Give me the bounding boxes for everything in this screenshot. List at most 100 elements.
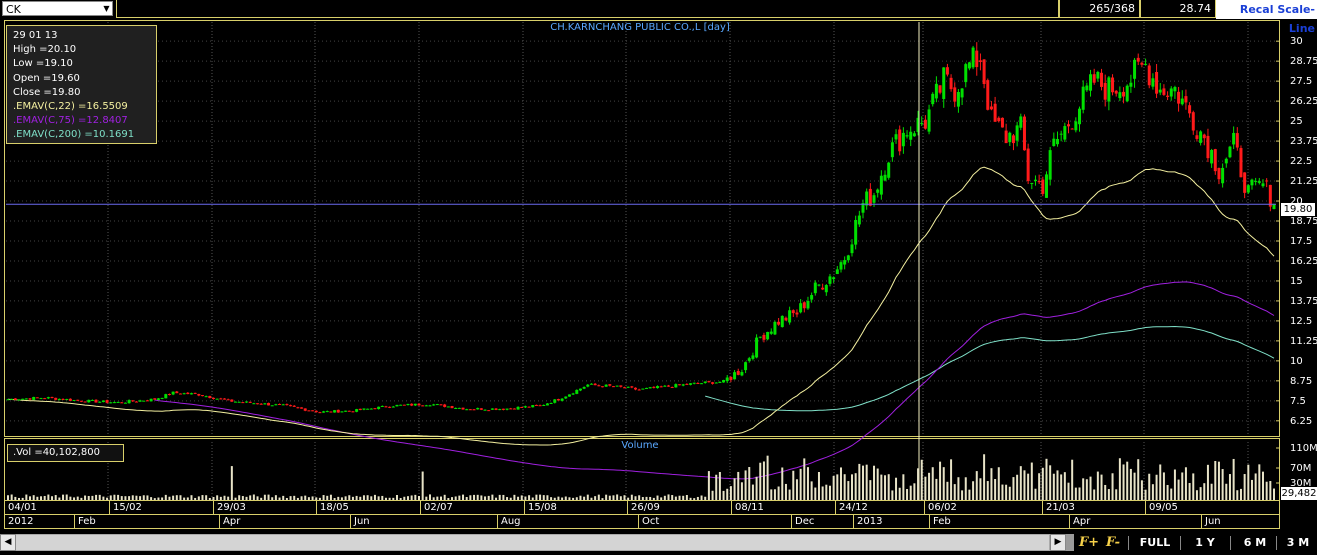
chart-canvas[interactable]: 3028.7527.526.252523.7522.521.252018.751… <box>0 0 1317 532</box>
timeframe-3m-button[interactable]: 3 M <box>1286 536 1310 549</box>
scroll-left-arrow-icon[interactable]: ◀ <box>0 534 16 551</box>
candle-up <box>905 135 909 137</box>
candle-up <box>215 398 219 400</box>
volume-bar <box>84 495 87 500</box>
candle-down <box>347 410 351 412</box>
volume-bar <box>968 489 971 500</box>
candle-down <box>468 409 472 411</box>
volume-bar <box>931 467 934 500</box>
zoom-out-button[interactable]: F- <box>1105 535 1121 550</box>
candle-down <box>707 381 711 383</box>
volume-bar <box>18 497 21 500</box>
candle-up <box>1052 138 1056 147</box>
volume-bar <box>586 494 589 500</box>
candle-down <box>659 386 663 388</box>
volume-info-box: .Vol =40,102,800 <box>7 444 124 462</box>
volume-bar <box>406 496 409 500</box>
candle-up <box>90 399 94 401</box>
info-open: Open =19.60 <box>13 72 80 84</box>
candle-down <box>678 384 682 386</box>
horizontal-scrollbar[interactable] <box>0 534 1050 551</box>
candle-up <box>828 276 832 284</box>
candle-down <box>373 408 377 410</box>
timeframe-full-button[interactable]: FULL <box>1139 536 1171 549</box>
candle-up <box>523 406 527 408</box>
timeframe-6m-button[interactable]: 6 M <box>1243 536 1267 549</box>
candle-down <box>762 334 766 340</box>
candle-up <box>1033 179 1037 182</box>
candle-up <box>1096 71 1100 79</box>
candle-down <box>1217 167 1221 180</box>
volume-bar <box>550 497 553 500</box>
volume-bar <box>506 497 509 500</box>
candle-up <box>1224 158 1228 164</box>
volume-bar <box>1019 466 1022 500</box>
y-tick-label: 18.75 <box>1290 216 1317 227</box>
candle-up <box>755 337 759 358</box>
volume-bar <box>1052 473 1055 500</box>
candle-down <box>784 317 788 321</box>
candle-down <box>300 407 304 409</box>
candle-down <box>200 395 204 397</box>
candle-up <box>6 399 10 401</box>
volume-bar <box>465 496 468 500</box>
candle-up <box>322 411 326 413</box>
volume-tick-label: 30M <box>1290 478 1311 489</box>
zoom-in-button[interactable]: F+ <box>1078 535 1100 550</box>
volume-bar <box>682 495 685 500</box>
price-panel[interactable] <box>4 20 1280 437</box>
candle-down <box>318 412 322 414</box>
volume-bar <box>271 497 274 500</box>
volume-bar <box>351 496 354 500</box>
volume-bar <box>164 494 167 500</box>
candle-down <box>79 400 83 402</box>
candle-down <box>821 287 825 290</box>
candle-up <box>428 405 432 407</box>
candle-up <box>204 396 208 398</box>
candle-down <box>993 103 997 122</box>
volume-bar <box>458 495 461 500</box>
volume-bar <box>612 495 615 500</box>
scroll-right-arrow-icon[interactable]: ▶ <box>1050 534 1066 551</box>
timeframe-1y-button[interactable]: 1 Y <box>1195 536 1215 549</box>
volume-bar <box>168 496 171 500</box>
candle-down <box>1268 184 1272 207</box>
candle-down <box>633 387 637 390</box>
candle-up <box>435 404 439 406</box>
volume-bar <box>1273 488 1275 500</box>
candle-up <box>758 336 762 338</box>
candle-down <box>145 400 149 402</box>
volume-bar <box>54 495 57 500</box>
volume-panel[interactable] <box>4 438 1280 501</box>
volume-bar <box>326 495 329 500</box>
candle-down <box>982 59 986 85</box>
candle-down <box>501 408 505 410</box>
symbol-select[interactable]: CK <box>2 1 113 16</box>
volume-bar <box>473 494 476 500</box>
candle-up <box>21 398 25 400</box>
recal-scale-line-button[interactable]: Recal Scale-Line <box>1216 0 1317 35</box>
volume-bar <box>296 497 299 500</box>
candle-down <box>43 398 47 400</box>
candle-down <box>556 399 560 401</box>
volume-bar <box>678 495 681 500</box>
candle-down <box>1026 148 1030 182</box>
scrollbar-thumb[interactable] <box>1066 534 1074 551</box>
candle-up <box>87 399 91 403</box>
candle-up <box>839 262 843 270</box>
volume-bar <box>817 471 820 500</box>
chevron-down-icon[interactable]: ▼ <box>103 4 110 13</box>
candle-up <box>1133 59 1137 79</box>
volume-bar <box>674 496 677 500</box>
candle-up <box>648 387 652 389</box>
candle-up <box>1081 86 1085 110</box>
candle-down <box>611 386 615 388</box>
y-tick-label: 11.25 <box>1290 336 1317 347</box>
volume-bar <box>869 480 872 500</box>
candle-up <box>733 372 737 380</box>
y-tick-label: 20 <box>1290 196 1303 207</box>
candle-down <box>619 385 623 387</box>
volume-bar <box>524 496 527 500</box>
candle-up <box>380 405 384 407</box>
volume-tick-label: 70M <box>1290 463 1311 474</box>
